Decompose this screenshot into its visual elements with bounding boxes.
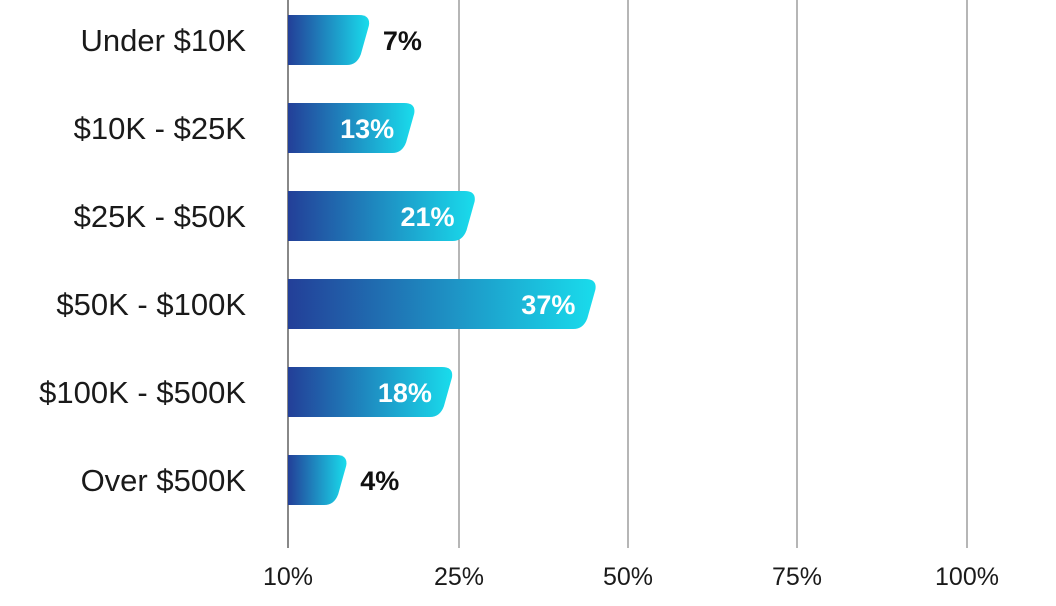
- bars: [288, 15, 596, 505]
- data-label: 13%: [340, 114, 394, 144]
- category-label: $100K - $500K: [39, 375, 246, 410]
- bar: [288, 191, 475, 241]
- x-axis-tick-labels: 10% 25% 50% 75% 100%: [263, 563, 999, 591]
- data-label: 37%: [521, 290, 575, 320]
- x-tick-label: 75%: [772, 563, 822, 591]
- category-label: Under $10K: [81, 23, 247, 58]
- bar: [288, 103, 415, 153]
- bar: [288, 15, 370, 65]
- category-label: $25K - $50K: [74, 199, 247, 234]
- bar: [288, 455, 347, 505]
- category-label: $50K - $100K: [56, 287, 246, 322]
- value-labels: 7% 13% 21% 37% 18% 4%: [340, 26, 575, 496]
- bar: [288, 279, 596, 329]
- x-tick-label: 100%: [935, 563, 999, 591]
- x-tick-label: 25%: [434, 563, 484, 591]
- category-labels: Under $10K $10K - $25K $25K - $50K $50K - $…: [39, 23, 246, 498]
- data-label: 7%: [383, 26, 422, 56]
- bar: [288, 367, 453, 417]
- category-label: Over $500K: [81, 463, 247, 498]
- data-label: 4%: [360, 466, 399, 496]
- x-tick-label: 50%: [603, 563, 653, 591]
- data-label: 18%: [378, 378, 432, 408]
- data-label: 21%: [401, 202, 455, 232]
- x-tick-label: 10%: [263, 563, 313, 591]
- category-label: $10K - $25K: [74, 111, 247, 146]
